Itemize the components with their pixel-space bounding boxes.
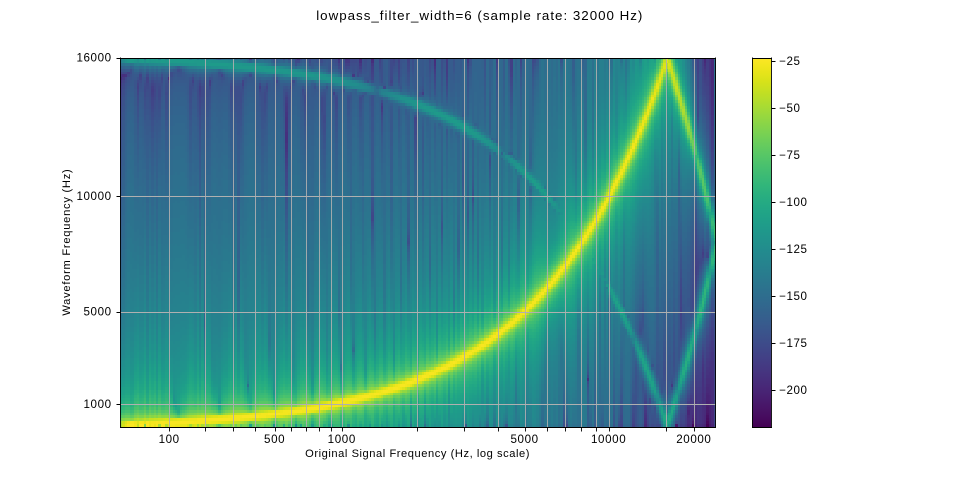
svg-text:5000: 5000: [83, 306, 111, 319]
svg-text:lowpass_filter_width=6 (sample: lowpass_filter_width=6 (sample rate: 320…: [316, 8, 643, 23]
svg-text:−50: −50: [779, 102, 800, 115]
svg-text:−25: −25: [779, 55, 800, 68]
svg-text:16000: 16000: [76, 52, 111, 65]
svg-text:−125: −125: [779, 243, 808, 256]
svg-text:−175: −175: [779, 337, 808, 350]
svg-text:Waveform Frequency (Hz): Waveform Frequency (Hz): [61, 169, 73, 316]
svg-text:10000: 10000: [76, 190, 111, 203]
svg-text:−100: −100: [779, 196, 808, 209]
svg-text:−150: −150: [779, 290, 808, 303]
svg-text:1000: 1000: [328, 433, 356, 446]
svg-text:100: 100: [159, 433, 180, 446]
svg-text:−200: −200: [779, 384, 808, 397]
svg-text:500: 500: [264, 433, 285, 446]
svg-text:20000: 20000: [676, 433, 711, 446]
svg-text:1000: 1000: [83, 398, 111, 411]
svg-text:10000: 10000: [591, 433, 626, 446]
svg-text:Original Signal Frequency (Hz,: Original Signal Frequency (Hz, log scale…: [305, 448, 530, 460]
svg-text:5000: 5000: [511, 433, 539, 446]
svg-text:−75: −75: [779, 149, 800, 162]
